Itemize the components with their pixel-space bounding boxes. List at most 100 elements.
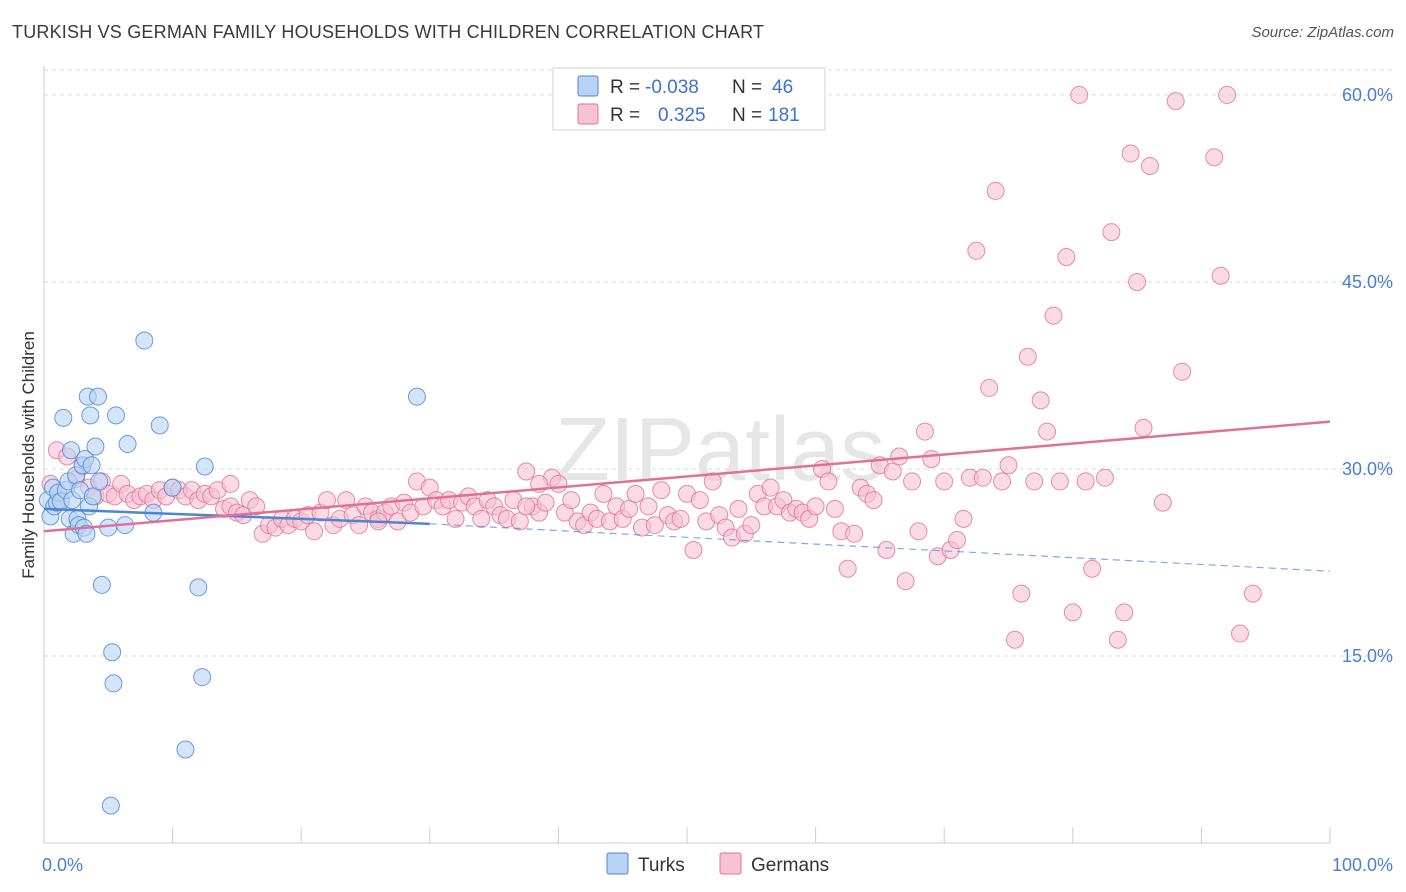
german-point-174 [1205,148,1224,167]
german-point-98 [671,509,690,528]
german-point-154 [1031,391,1050,410]
series-turks [38,331,426,815]
german-point-147 [986,181,1005,200]
german-point-100 [684,541,703,560]
german-point-164 [1102,223,1121,242]
german-point-161 [1076,472,1095,491]
german-point-170 [1140,157,1159,176]
turk-point-34 [107,406,126,425]
german-point-125 [845,524,864,543]
x-tick-label-1: 100.0% [1332,855,1393,875]
bottom-legend-swatch-germans [719,852,742,875]
german-point-73 [510,512,529,531]
tick-labels: 15.0% 30.0% 45.0% 60.0% 0.0% 100.0% [42,85,1393,875]
german-point-139 [935,472,954,491]
turk-point-28 [89,387,108,406]
german-point-43 [317,491,336,510]
german-point-155 [1038,422,1057,441]
german-point-142 [954,509,973,528]
german-point-169 [1134,418,1153,437]
turk-point-41 [176,740,195,759]
german-point-134 [903,472,922,491]
turk-point-33 [104,674,123,693]
german-point-177 [1230,624,1249,643]
german-point-163 [1095,468,1114,487]
german-point-175 [1211,266,1230,285]
legend-germans-r-value: 0.325 [658,105,706,126]
german-point-132 [890,447,909,466]
turk-point-21 [77,524,96,543]
turk-point-39 [150,416,169,435]
german-point-130 [877,541,896,560]
german-point-150 [1005,630,1024,649]
x-tick-label-0: 0.0% [42,855,83,875]
german-point-145 [973,468,992,487]
axes [43,66,1331,844]
german-point-162 [1083,559,1102,578]
turk-point-30 [92,575,111,594]
legend-turks-n-label: N = [732,77,762,98]
german-point-151 [1012,584,1031,603]
german-point-179 [221,474,240,493]
turk-point-45 [407,387,426,406]
legend-swatch-germans [577,103,599,125]
chart-source: Source: ZipAtlas.com [1251,24,1394,41]
german-point-171 [1153,493,1172,512]
german-point-141 [948,531,967,550]
turk-point-36 [118,435,137,454]
german-point-128 [864,491,883,510]
german-point-158 [1057,248,1076,267]
bottom-legend-swatch-turks [606,852,629,875]
turk-point-46 [101,796,120,815]
german-point-165 [1108,630,1127,649]
german-point-148 [993,472,1012,491]
turk-point-24 [81,406,100,425]
german-point-144 [967,241,986,260]
german-point-95 [652,481,671,500]
german-point-135 [909,522,928,541]
german-point-101 [690,491,709,510]
german-point-181 [517,497,536,516]
german-point-63 [446,509,465,528]
y-axis-label: Family Households with Children [19,331,38,579]
bottom-legend-germans: Germans [751,855,829,876]
german-point-74 [517,462,536,481]
turk-point-27 [86,437,105,456]
german-point-133 [896,572,915,591]
german-point-176 [1218,85,1237,104]
german-point-32 [247,497,266,516]
german-point-157 [1050,472,1069,491]
german-point-166 [1115,603,1134,622]
german-point-137 [922,449,941,468]
german-point-119 [806,497,825,516]
turk-point-7 [54,408,73,427]
german-point-93 [639,497,658,516]
y-tick-label-1: 30.0% [1342,459,1393,479]
german-point-173 [1173,362,1192,381]
bottom-legend-turks: Turks [638,855,685,876]
trend-line-germans [43,420,1331,533]
turk-point-42 [189,578,208,597]
german-point-121 [819,472,838,491]
grid-lines [44,69,1394,657]
german-point-94 [645,516,664,535]
german-point-41 [305,522,324,541]
german-point-81 [562,491,581,510]
turk-point-44 [195,457,214,476]
german-point-91 [626,484,645,503]
turk-point-43 [193,668,212,687]
turk-point-32 [103,643,122,662]
y-tick-label-0: 15.0% [1342,646,1393,666]
turk-point-29 [90,472,109,491]
german-point-48 [350,516,369,535]
german-point-167 [1121,144,1140,163]
series-germans [41,85,1262,649]
german-point-168 [1128,272,1147,291]
german-point-86 [594,484,613,503]
trend-line-turks-extension [429,523,1331,572]
german-point-153 [1025,472,1044,491]
turk-point-11 [62,441,81,460]
german-point-160 [1070,85,1089,104]
turk-point-25 [82,456,101,475]
legend-turks-r-label: R = [610,77,640,98]
